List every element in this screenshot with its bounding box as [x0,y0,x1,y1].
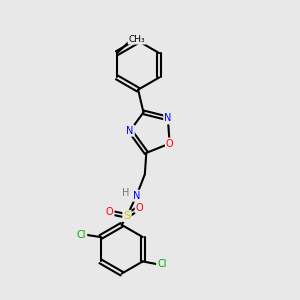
Text: Cl: Cl [157,260,166,269]
Text: O: O [106,207,114,218]
Text: S: S [123,211,130,221]
Text: O: O [166,139,173,148]
Text: H: H [122,188,129,198]
Text: N: N [127,126,134,136]
Text: CH₃: CH₃ [129,34,145,43]
Text: O: O [136,202,143,213]
Text: N: N [133,191,140,201]
Text: N: N [164,113,172,123]
Text: Cl: Cl [77,230,86,240]
